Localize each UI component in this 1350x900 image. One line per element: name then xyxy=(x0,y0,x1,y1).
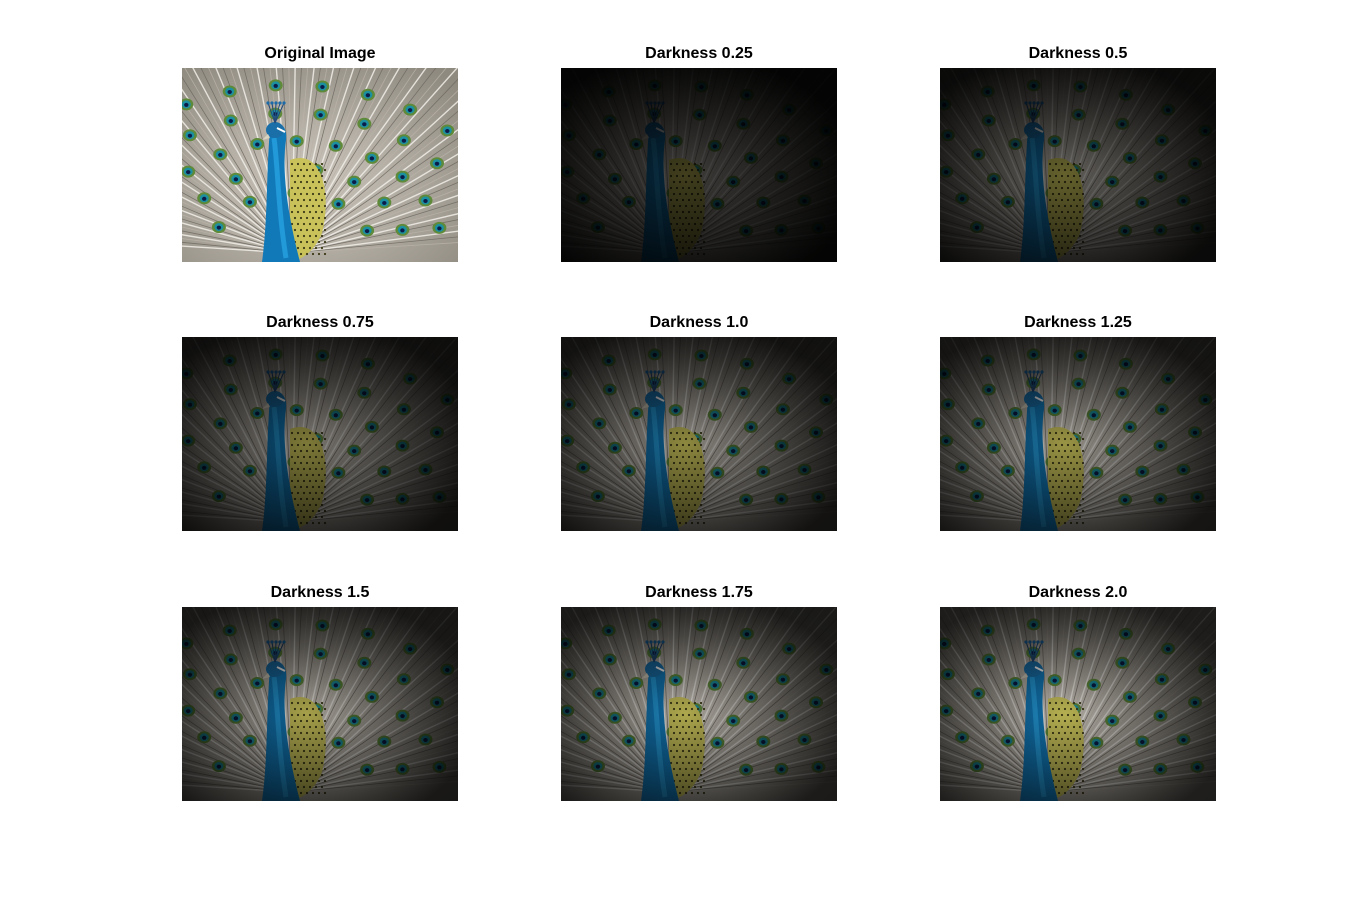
panel-darkness-0-25: Darkness 0.25 xyxy=(561,45,837,262)
peacock-image xyxy=(561,607,837,801)
peacock-image xyxy=(561,68,837,262)
peacock-image xyxy=(940,607,1216,801)
panel-title: Darkness 1.25 xyxy=(1024,314,1132,331)
panel-darkness-0-5: Darkness 0.5 xyxy=(940,45,1216,262)
panel-darkness-2-0: Darkness 2.0 xyxy=(940,584,1216,801)
peacock-image xyxy=(182,337,458,531)
peacock-image xyxy=(182,68,458,262)
panel-original: Original Image xyxy=(182,45,458,262)
panel-darkness-0-75: Darkness 0.75 xyxy=(182,314,458,531)
peacock-image xyxy=(182,607,458,801)
panel-darkness-1-75: Darkness 1.75 xyxy=(561,584,837,801)
panel-darkness-1-25: Darkness 1.25 xyxy=(940,314,1216,531)
panel-darkness-1-0: Darkness 1.0 xyxy=(561,314,837,531)
panel-title: Darkness 1.5 xyxy=(270,584,370,601)
peacock-image xyxy=(561,337,837,531)
panel-darkness-1-5: Darkness 1.5 xyxy=(182,584,458,801)
panel-title: Darkness 1.0 xyxy=(649,314,749,331)
panel-title: Darkness 0.75 xyxy=(266,314,374,331)
panel-title: Darkness 0.25 xyxy=(645,45,753,62)
peacock-image xyxy=(940,68,1216,262)
panel-title: Original Image xyxy=(264,45,376,62)
peacock-image xyxy=(940,337,1216,531)
panel-title: Darkness 1.75 xyxy=(645,584,753,601)
panel-title: Darkness 0.5 xyxy=(1028,45,1128,62)
panel-title: Darkness 2.0 xyxy=(1028,584,1128,601)
